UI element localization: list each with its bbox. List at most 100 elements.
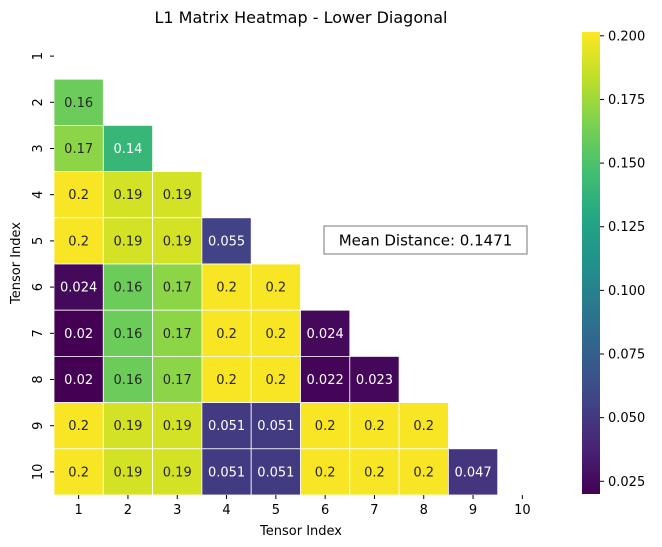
x-tick-label: 8: [420, 503, 428, 518]
y-tick-label: 4: [31, 191, 46, 199]
cell-value-label: 0.2: [68, 234, 89, 249]
cell-value-label: 0.19: [163, 234, 192, 249]
cell-value-label: 0.2: [315, 465, 336, 480]
heatmap-cell: [447, 448, 499, 496]
x-tick-label: 10: [514, 503, 531, 518]
y-tick-label: 7: [31, 329, 46, 337]
x-tick-label: 2: [124, 503, 132, 518]
cell-value-label: 0.2: [68, 188, 89, 203]
cell-value-label: 0.02: [64, 327, 93, 342]
cell-value-label: 0.17: [163, 327, 192, 342]
x-tick-label: 4: [222, 503, 230, 518]
heatmap-cells: [53, 78, 499, 496]
cell-value-label: 0.19: [113, 465, 142, 480]
cell-value-label: 0.022: [307, 373, 344, 388]
heatmap-cell: [53, 125, 104, 173]
colorbar-ticks: 0.025 0.050 0.075 0.100 0.125 0.150 0.175 0.200: [600, 29, 645, 490]
heatmap-cell: [300, 355, 351, 403]
cell-value-label: 0.19: [113, 188, 142, 203]
heatmap-cell: [398, 402, 449, 450]
heatmap-cell: [349, 448, 400, 496]
y-tick-label: 2: [31, 98, 46, 106]
cell-value-label: 0.2: [364, 465, 385, 480]
heatmap-cell: [201, 448, 252, 496]
x-tick-label: 6: [321, 503, 329, 518]
cell-value-label: 0.051: [257, 465, 294, 480]
annotation-box: [323, 225, 528, 255]
cell-value-label: 0.16: [113, 327, 142, 342]
heatmap-cell: [152, 171, 203, 219]
colorbar-tick-label: 0.150: [608, 157, 645, 172]
cell-value-label: 0.2: [413, 419, 434, 434]
cell-value-label: 0.17: [163, 373, 192, 388]
cell-value-label: 0.2: [216, 327, 237, 342]
colorbar-tick-label: 0.100: [608, 284, 645, 299]
y-tick-label: 8: [31, 375, 46, 383]
heatmap-cell: [102, 263, 154, 311]
mean-distance-annotation: Mean Distance: 0.1471: [323, 225, 528, 255]
x-axis-label: Tensor Index: [259, 524, 342, 539]
x-tick-label: 7: [370, 503, 378, 518]
heatmap-cell: [152, 402, 203, 450]
heatmap-cell: [201, 217, 252, 265]
cell-value-label: 0.2: [266, 281, 287, 296]
y-axis-label: Tensor Index: [9, 222, 24, 305]
cell-value-label: 0.051: [208, 419, 245, 434]
cell-value-label: 0.2: [266, 327, 287, 342]
cell-value-label: 0.19: [163, 465, 192, 480]
cell-value-label: 0.024: [60, 281, 97, 296]
heatmap-cell: [102, 125, 154, 173]
heatmap-cell: [300, 309, 351, 357]
cell-value-label: 0.024: [307, 327, 344, 342]
heatmap-cell: [102, 355, 154, 403]
heatmap-cell: [53, 402, 104, 450]
heatmap-cell: [152, 309, 203, 357]
cell-value-label: 0.19: [113, 234, 142, 249]
y-tick-label: 6: [31, 283, 46, 291]
cell-value-label: 0.051: [208, 465, 245, 480]
y-tick-label: 1: [31, 52, 46, 60]
heatmap-cell-labels: 0.16 0.17 0.14 0.2 0.19 0.19 0.2 0.19 0.19 0.055 0…: [60, 96, 492, 481]
heatmap-cell: [300, 448, 351, 496]
x-tick-label: 1: [75, 503, 83, 518]
annotation-text: Mean Distance: 0.1471: [339, 232, 513, 250]
cell-value-label: 0.2: [68, 465, 89, 480]
heatmap-cell: [102, 217, 154, 265]
cell-value-label: 0.2: [216, 373, 237, 388]
colorbar-tick-label: 0.200: [608, 29, 645, 44]
y-axis-ticks: 1 2 3 4 5 6 7 8 9 10: [31, 52, 54, 480]
colorbar-tick-label: 0.075: [608, 348, 645, 363]
cell-value-label: 0.14: [113, 142, 142, 157]
x-tick-label: 5: [272, 503, 280, 518]
heatmap-cell: [201, 355, 252, 403]
heatmap-cell: [349, 355, 400, 403]
colorbar-tick-label: 0.050: [608, 411, 645, 426]
heatmap-cell: [102, 309, 154, 357]
heatmap-cell: [152, 448, 203, 496]
cell-value-label: 0.2: [216, 281, 237, 296]
x-tick-label: 9: [469, 503, 477, 518]
cell-value-label: 0.19: [113, 419, 142, 434]
cell-value-label: 0.2: [364, 419, 385, 434]
heatmap-cell: [201, 263, 252, 311]
cell-value-label: 0.19: [163, 419, 192, 434]
y-tick-label: 3: [31, 144, 46, 152]
cell-value-label: 0.2: [315, 419, 336, 434]
cell-value-label: 0.023: [356, 373, 393, 388]
heatmap-cell: [53, 78, 104, 126]
cell-value-label: 0.047: [454, 465, 491, 480]
heatmap-cell: [250, 309, 301, 357]
cell-value-label: 0.19: [163, 188, 192, 203]
cell-value-label: 0.16: [64, 96, 93, 111]
cell-value-label: 0.16: [113, 373, 142, 388]
colorbar-tick-label: 0.025: [608, 475, 645, 490]
chart-title: L1 Matrix Heatmap - Lower Diagonal: [154, 8, 447, 27]
colorbar-tick-label: 0.175: [608, 93, 645, 108]
colorbar: [582, 32, 600, 494]
heatmap-cell: [53, 448, 104, 496]
cell-value-label: 0.2: [68, 419, 89, 434]
cell-value-label: 0.2: [413, 465, 434, 480]
x-axis-ticks: 1 2 3 4 5 6 7 8 9 10: [75, 495, 531, 518]
y-tick-label: 9: [31, 422, 46, 430]
